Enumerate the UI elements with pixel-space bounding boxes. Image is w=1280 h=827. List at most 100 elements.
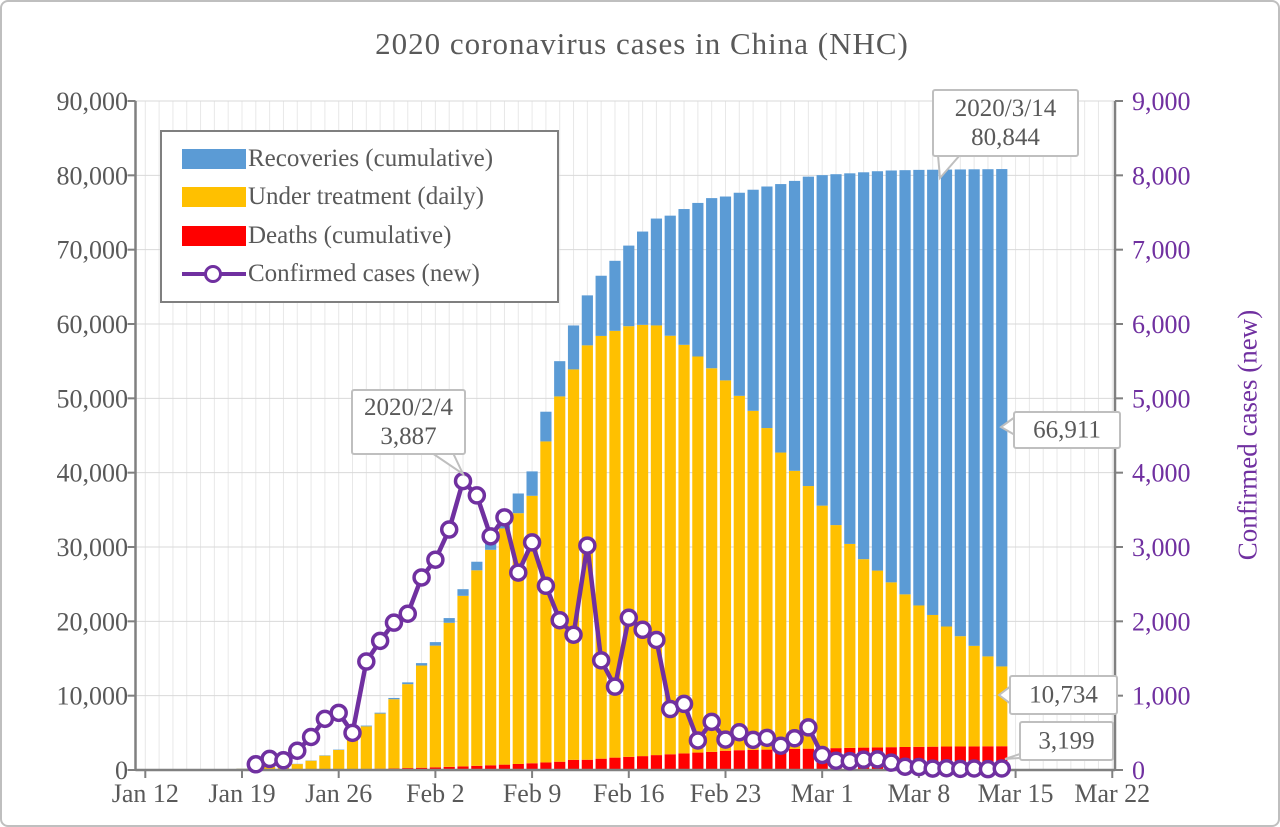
- bar-segment-under-treatment: [913, 605, 925, 747]
- bar-segment-recoveries: [927, 169, 939, 615]
- bar-segment-recoveries: [982, 169, 994, 657]
- bar-segment-under-treatment: [471, 570, 483, 766]
- data-point-marker: [702, 712, 721, 732]
- data-point-marker: [357, 652, 376, 671]
- bar-segment-recoveries: [733, 192, 745, 396]
- data-point-marker: [329, 703, 348, 723]
- bar-segment-under-treatment: [623, 326, 635, 757]
- bar-segment-deaths: [471, 765, 483, 770]
- bar-segment-deaths: [650, 755, 663, 770]
- bar-segment-under-treatment: [871, 570, 884, 748]
- right-axis-tick-label: 9,000: [1132, 87, 1191, 116]
- bar-segment-under-treatment: [858, 559, 870, 748]
- x-axis-tick-label: Feb 16: [593, 779, 665, 808]
- bar-segment-under-treatment: [650, 325, 663, 756]
- bar-segment-recoveries: [940, 169, 953, 627]
- bar-segment-recoveries: [968, 169, 980, 646]
- callout-box: [351, 389, 466, 455]
- data-point-marker: [343, 723, 362, 743]
- bar-segment-deaths: [457, 766, 469, 770]
- x-axis-tick-label: Mar 1: [791, 779, 854, 808]
- bar-segment-recoveries: [816, 175, 828, 506]
- bar-segment-deaths: [664, 754, 676, 770]
- bar-segment-deaths: [982, 746, 994, 770]
- legend-label: Confirmed cases (new): [248, 259, 480, 287]
- bar-segment-deaths: [526, 763, 538, 770]
- bar-segment-deaths: [775, 749, 787, 770]
- left-axis-tick-label: 0: [115, 756, 128, 785]
- chart-title: 2020 coronavirus cases in China (NHC): [375, 26, 909, 61]
- bar-segment-deaths: [485, 765, 497, 770]
- data-point-marker: [509, 563, 528, 582]
- bar-segment-recoveries: [540, 411, 552, 442]
- bar-segment-recoveries: [429, 642, 441, 646]
- legend-item-recoveries: Recoveries (cumulative): [182, 145, 551, 173]
- bar-segment-under-treatment: [512, 513, 524, 764]
- bar-segment-under-treatment: [733, 395, 745, 751]
- callout-recoveries-final: 66,911: [999, 411, 1121, 449]
- bar-segment-recoveries: [913, 169, 925, 606]
- bar-segment-under-treatment: [816, 505, 828, 749]
- data-point-marker: [398, 604, 418, 624]
- legend-swatch-deaths: [182, 225, 246, 246]
- bar-segment-deaths: [554, 761, 566, 770]
- bar-segment-recoveries: [457, 589, 469, 596]
- left-axis-tick-label: 40,000: [57, 459, 129, 488]
- data-point-marker: [633, 620, 652, 640]
- bar-segment-recoveries: [885, 170, 897, 583]
- bar-segment-under-treatment: [664, 335, 676, 755]
- data-point-marker: [274, 751, 293, 770]
- bar-segment-under-treatment: [402, 684, 414, 769]
- bar-segment-recoveries: [609, 260, 621, 331]
- bar-segment-deaths: [567, 759, 580, 770]
- data-point-marker: [495, 508, 514, 527]
- bar-segment-recoveries: [581, 295, 593, 346]
- bar-segment-recoveries: [595, 275, 607, 336]
- legend-line-marker-icon: [182, 264, 246, 284]
- bar-segment-recoveries: [678, 209, 690, 345]
- data-point-marker: [536, 576, 556, 596]
- data-point-marker: [564, 625, 583, 644]
- data-point-marker: [578, 536, 597, 555]
- callout-box: [1013, 411, 1121, 449]
- bar-segment-recoveries: [858, 172, 870, 560]
- callout-pointer: [428, 452, 466, 477]
- bar-segment-recoveries: [719, 196, 732, 381]
- bar-segment-under-treatment: [775, 452, 787, 750]
- bar-segment-recoveries: [554, 361, 566, 397]
- callout-text: 3,199: [1038, 728, 1094, 755]
- left-axis-tick-label: 20,000: [57, 607, 129, 636]
- bar-segment-deaths: [940, 746, 953, 770]
- confirmed-new-line-series: [246, 471, 1012, 779]
- bar-segment-recoveries: [747, 189, 759, 411]
- data-point-marker: [412, 568, 431, 587]
- x-axis-tick-label: Feb 23: [690, 779, 762, 808]
- bar-segment-under-treatment: [540, 441, 552, 763]
- right-axis-title: Confirmed cases (new): [1232, 309, 1263, 561]
- bar-segment-deaths: [637, 756, 649, 770]
- left-axis-tick-label: 30,000: [57, 533, 129, 562]
- legend-label: Recoveries (cumulative): [248, 145, 494, 173]
- legend: Recoveries (cumulative) Under treatment (…: [160, 130, 559, 303]
- bar-segment-under-treatment: [333, 749, 345, 770]
- data-point-marker: [384, 613, 404, 632]
- x-axis-tick-label: Jan 26: [305, 779, 372, 808]
- bar-segment-under-treatment: [443, 622, 455, 767]
- bar-segment-recoveries: [775, 184, 787, 453]
- bar-segment-recoveries: [526, 471, 538, 496]
- bar-segment-under-treatment: [609, 330, 621, 758]
- x-axis-tick-label: Mar 15: [978, 779, 1054, 808]
- bar-segment-under-treatment: [415, 665, 428, 768]
- bar-segment-under-treatment: [830, 525, 842, 749]
- bar-segment-under-treatment: [844, 543, 856, 748]
- data-point-marker: [674, 694, 694, 714]
- bar-segment-deaths: [968, 746, 980, 770]
- bar-segment-recoveries: [650, 218, 663, 326]
- bar-segment-recoveries: [706, 198, 718, 369]
- bar-segment-under-treatment: [982, 656, 994, 747]
- bar-segment-deaths: [443, 766, 455, 770]
- left-axis-tick-label: 90,000: [57, 87, 129, 116]
- data-point-marker: [301, 727, 321, 747]
- bar-segment-under-treatment: [706, 368, 718, 752]
